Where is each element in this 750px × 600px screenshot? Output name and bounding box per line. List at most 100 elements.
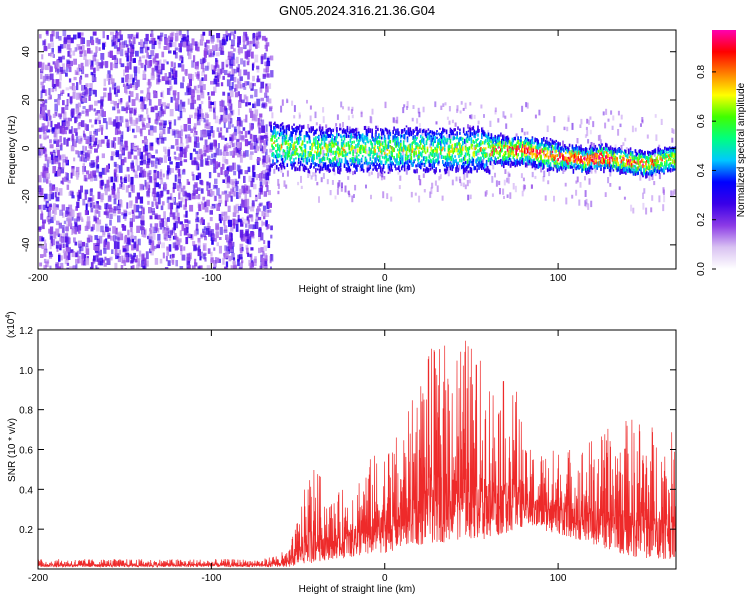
spectrogram-cell [230,118,233,124]
spectrogram-cell [369,139,372,143]
spectrogram-cell [544,195,547,201]
spectrogram-cell [159,258,163,264]
spectrogram-cell [481,133,483,136]
spectrogram-cell [255,213,259,218]
spectrogram-cell [330,147,332,150]
spectrogram-cell [226,113,231,122]
spectrogram-cell [203,118,206,123]
spectrogram-cell [235,147,239,153]
spectrogram-cell [283,155,286,158]
spectrogram-cell [84,177,88,182]
spectrogram-cell [290,161,292,167]
spectrogram-cell [204,236,207,241]
spectrogram-cell [61,128,65,135]
spectrogram-cell [464,147,467,150]
spectrogram-cell [101,127,103,135]
spectrogram-cell [314,150,316,154]
spectrogram-cell [222,91,226,96]
spectrogram-cell [530,184,533,189]
spectrogram-cell [341,152,344,158]
spectrogram-cell [86,248,90,255]
spectrogram-cell [236,141,240,149]
spectrogram-cell [464,167,467,171]
spectrogram-cell [61,63,65,71]
spectrogram-cell [170,209,173,215]
spectrogram-cell [505,157,508,161]
spectrogram-cell [338,180,341,187]
spectrogram-cell [466,140,469,143]
spectrogram-cell [600,161,602,167]
spectrogram-cell [89,83,93,91]
spectrogram-cell [157,139,160,146]
spectrogram-cell [135,117,139,124]
spectrogram-cell [445,129,448,135]
spectrogram-cell [117,137,121,145]
spectrogram-cell [135,159,139,166]
spectrogram-cell [94,89,97,97]
spectrogram-cell [488,143,491,147]
spectrogram-cell [139,172,142,178]
spectrogram-cell [524,143,526,147]
spectrogram-cell [396,161,398,166]
spectrogram-cell [219,149,222,156]
spectrogram-cell [336,127,338,132]
spectrogram-cell [417,132,419,135]
spectrogram-cell [397,142,399,146]
spectrogram-cell [516,161,518,165]
spectrogram-cell [506,194,509,198]
spectrogram-cell [459,179,462,184]
spectrogram-cell [177,174,182,179]
spectrogram-cell [290,137,292,142]
spectrogram-cell [296,148,298,152]
spectrogram-cell [66,60,71,64]
spectrogram-cell [339,169,341,175]
spectrogram-cell [104,256,107,261]
spectrogram-cell [265,169,269,173]
spectrogram-cell [472,151,475,157]
spectrogram-cell [453,136,455,140]
spectrogram-cell [456,131,458,136]
spectrogram-cell [487,141,490,145]
spectrogram-cell [194,108,198,116]
spectrogram-cell [265,155,270,163]
spectrogram-cell [180,82,184,89]
spectrogram-cell [451,143,454,148]
spectrogram-cell [380,143,382,146]
spectrogram-cell [73,34,77,40]
spectrogram-cell [469,159,472,164]
spectrogram-cell [93,132,96,136]
spectrogram-cell [184,199,187,207]
spectrogram-cell [524,139,526,143]
spectrogram-cell [200,188,204,194]
spectrogram-cell [491,151,494,156]
spectrogram-cell [40,126,45,133]
spectrogram-cell [445,142,448,145]
spectrogram-cell [291,135,293,138]
spectrogram-cell [173,216,177,224]
spectrogram-cell [242,35,246,43]
spectrogram-cell [339,149,341,154]
spectrogram-cell [116,86,120,93]
spectrogram-cell [203,245,206,251]
spectrogram-cell [346,127,349,133]
spectrogram-cell [474,144,476,148]
spectrogram-cell [248,108,252,113]
spectrogram-cell [206,181,209,186]
spectrogram-cell [367,130,370,134]
spectrogram-cell [321,167,324,171]
spectrogram-cell [195,189,199,194]
spectrogram-cell [421,130,424,134]
spectrogram-cell [411,117,414,122]
spectrogram-cell [506,145,509,149]
spectrogram-cell [202,228,205,233]
spectrogram-cell [170,85,173,90]
spectrogram-cell [503,157,505,161]
spectrogram-cell [356,139,358,142]
spectrogram-cell [283,138,286,143]
spectrogram-cell [207,190,211,197]
spectrogram-cell [185,69,188,76]
spectrogram-cell [38,154,42,158]
spectrogram-cell [658,195,661,203]
spectrogram-cell [71,135,75,142]
spectrogram-cell [462,164,465,168]
